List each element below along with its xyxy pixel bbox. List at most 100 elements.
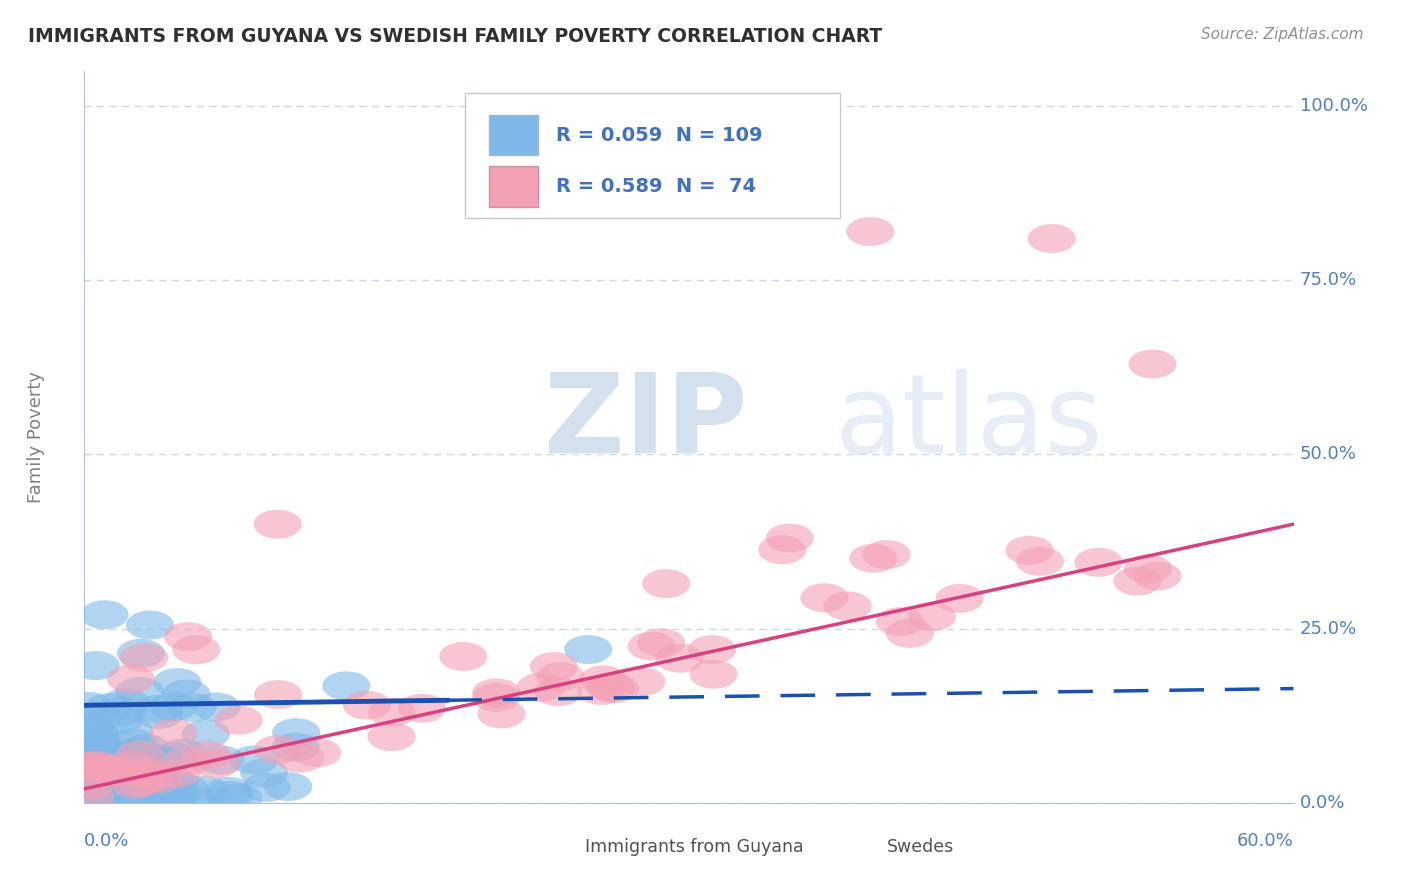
Text: Immigrants from Guyana: Immigrants from Guyana	[585, 838, 804, 855]
Point	[135, 765, 157, 780]
Point	[702, 667, 724, 681]
Point	[267, 742, 290, 756]
Point	[76, 787, 98, 801]
Point	[90, 744, 112, 758]
Point	[122, 788, 145, 802]
Point	[591, 683, 613, 698]
Point	[411, 701, 433, 715]
Point	[84, 658, 107, 673]
Point	[96, 784, 118, 798]
Point	[267, 688, 290, 702]
Text: 60.0%: 60.0%	[1237, 832, 1294, 850]
Point	[93, 748, 115, 763]
Text: Family Poverty: Family Poverty	[27, 371, 45, 503]
Point	[176, 687, 198, 701]
Point	[228, 791, 250, 805]
Point	[79, 756, 101, 771]
Point	[135, 762, 157, 776]
Point	[118, 748, 141, 763]
Point	[128, 684, 150, 698]
Point	[86, 785, 108, 799]
Text: atlas: atlas	[834, 369, 1102, 476]
Point	[254, 780, 277, 795]
Point	[194, 727, 217, 741]
Point	[76, 777, 98, 791]
Point	[77, 783, 100, 797]
Point	[97, 794, 120, 808]
Point	[217, 784, 239, 798]
Point	[107, 713, 129, 727]
Text: 0.0%: 0.0%	[84, 832, 129, 850]
Point	[603, 681, 626, 696]
Text: 0.0%: 0.0%	[1299, 794, 1346, 812]
Point	[195, 747, 218, 762]
Point	[128, 764, 150, 778]
Point	[550, 670, 572, 684]
Point	[118, 724, 141, 739]
Point	[100, 762, 122, 776]
Text: 50.0%: 50.0%	[1299, 445, 1357, 464]
Point	[148, 772, 170, 786]
Point	[160, 791, 183, 805]
Point	[107, 791, 129, 805]
Point	[381, 705, 404, 719]
Point	[176, 754, 198, 768]
Point	[148, 707, 170, 722]
Point	[96, 772, 118, 787]
Point	[186, 642, 208, 657]
Bar	[489, 115, 538, 155]
Point	[640, 639, 662, 653]
Point	[307, 746, 329, 760]
Point	[889, 615, 911, 629]
Point	[630, 674, 652, 689]
Text: R = 0.059  N = 109: R = 0.059 N = 109	[555, 126, 762, 145]
Point	[86, 790, 108, 805]
Point	[101, 792, 124, 806]
Point	[80, 760, 103, 774]
Text: 100.0%: 100.0%	[1299, 97, 1368, 115]
Point	[277, 780, 299, 794]
Point	[543, 659, 565, 673]
Point	[253, 766, 276, 780]
Point	[1018, 543, 1040, 558]
Point	[152, 782, 174, 797]
Point	[876, 548, 898, 562]
Point	[485, 686, 508, 700]
Point	[114, 696, 136, 710]
Point	[547, 684, 569, 698]
Point	[139, 618, 162, 632]
Point	[592, 673, 614, 687]
Point	[82, 773, 104, 788]
Point	[79, 720, 101, 734]
Point	[97, 778, 120, 792]
Point	[335, 679, 357, 693]
Text: ZIP: ZIP	[544, 369, 747, 476]
Point	[143, 766, 166, 780]
Point	[118, 795, 141, 809]
Point	[181, 700, 204, 714]
Point	[79, 789, 101, 804]
Point	[100, 765, 122, 780]
Point	[108, 793, 131, 807]
Point	[86, 784, 108, 798]
Point	[75, 790, 97, 805]
Point	[162, 699, 184, 714]
Point	[162, 750, 184, 764]
Point	[380, 730, 402, 744]
Point	[121, 735, 143, 749]
Point	[1040, 231, 1063, 245]
Bar	[489, 167, 538, 207]
Point	[153, 788, 176, 802]
Point	[97, 700, 120, 714]
Point	[148, 702, 170, 716]
Point	[91, 767, 114, 781]
Point	[204, 756, 226, 771]
Point	[177, 630, 200, 644]
Point	[159, 779, 181, 793]
Point	[284, 740, 307, 755]
Point	[205, 700, 228, 714]
Point	[1142, 357, 1164, 371]
Point	[209, 753, 232, 767]
Point	[128, 745, 150, 759]
Point	[243, 753, 266, 767]
